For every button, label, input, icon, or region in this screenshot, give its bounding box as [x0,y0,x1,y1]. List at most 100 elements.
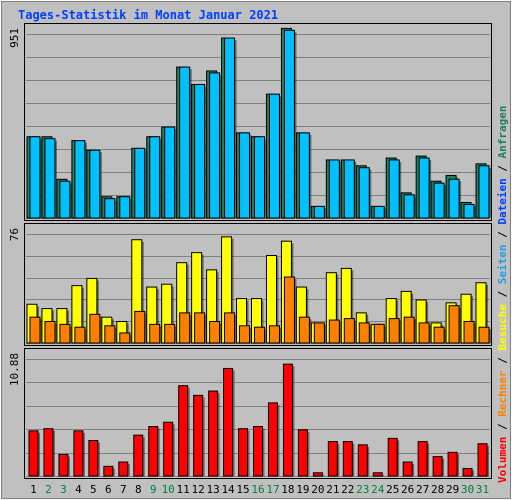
bar-dateien-12 [194,83,206,219]
bar-rechner-25 [388,318,400,344]
legend-part-4: Besuche [496,304,509,351]
bar-dateien-11 [179,66,191,219]
bar-dateien-23 [358,167,370,219]
bar-dateien-5 [89,149,101,219]
x-label-13: 13 [206,483,219,496]
legend-part-7: / [496,225,509,245]
bar-volumen-11 [178,385,189,477]
bar-dateien-16 [254,136,265,219]
bar-volumen-30 [462,467,473,477]
bar-dateien-25 [388,159,400,219]
bar-dateien-27 [418,157,430,219]
x-label-16: 16 [251,483,264,496]
bar-dateien-3 [59,180,71,219]
x-label-12: 12 [192,483,205,496]
bar-rechner-14 [224,312,236,344]
x-label-29: 29 [446,483,459,496]
bar-dateien-26 [403,194,415,219]
bar-dateien-2 [44,138,56,219]
bar-volumen-29 [447,451,458,477]
bar-rechner-23 [358,322,370,344]
x-label-6: 6 [105,483,112,496]
x-axis-labels: 1 2 3 4 5 6 7 8 9 10 11 12 13 14 15 16 17 18 19 20 21 22 23 24 2… [30,483,489,496]
bar-volumen-25 [387,437,398,477]
bar-volumen-4 [73,430,84,477]
series-volumen [28,363,490,477]
x-label-20: 20 [311,483,324,496]
bar-volumen-7 [118,461,129,477]
panels-layer: 951 76 10.88 [8,23,492,479]
x-label-24: 24 [371,483,385,496]
x-label-2: 2 [45,483,52,496]
bar-volumen-31 [477,443,488,477]
x-label-1: 1 [30,483,37,496]
bar-dateien-8 [134,147,146,219]
bar-volumen-3 [58,453,69,477]
x-label-3: 3 [60,483,67,496]
bar-dateien-9 [149,136,161,219]
bar-dateien-4 [74,140,86,219]
x-label-9: 9 [150,483,157,496]
x-label-10: 10 [162,483,175,496]
x-label-15: 15 [236,483,249,496]
legend-part-3: / [496,351,509,371]
panel-volume: 10.88 [8,348,492,479]
bar-rechner-29 [448,305,460,344]
bar-dateien-29 [448,178,460,219]
panel-border [24,348,492,479]
chart-title: Tages-Statistik im Monat Januar 2021 [18,8,278,22]
x-label-28: 28 [431,483,444,496]
legend-part-0: Volumen [496,437,509,483]
bar-rechner-30 [463,320,475,344]
legend-part-6: Seiten [496,245,509,285]
x-label-22: 22 [341,483,354,496]
bar-volumen-6 [103,465,114,477]
bar-dateien-10 [164,126,176,219]
bar-volumen-24 [372,472,383,477]
bar-rechner-17 [268,325,280,344]
panel-requests-max-label: 951 [8,28,21,48]
bar-rechner-8 [134,310,146,344]
bar-volumen-27 [417,441,428,477]
bar-rechner-7 [119,332,131,344]
bar-rechner-24 [373,323,385,344]
bar-volumen-14 [223,367,234,477]
x-label-4: 4 [75,483,82,496]
bar-volumen-22 [342,441,353,477]
x-label-18: 18 [281,483,294,496]
bar-dateien-18 [283,29,295,219]
panel-visits-max-label: 76 [8,228,21,241]
bar-rechner-22 [343,318,355,344]
bar-rechner-18 [283,276,295,344]
x-label-23: 23 [356,483,369,496]
bar-dateien-31 [478,165,490,219]
x-label-14: 14 [221,483,235,496]
bar-rechner-12 [194,312,206,344]
legend-part-9: / [496,158,509,178]
x-label-31: 31 [476,483,489,496]
bar-rechner-4 [74,326,86,344]
legend-part-1: / [496,417,509,437]
x-label-17: 17 [266,483,279,496]
bar-dateien-19 [298,132,310,219]
panel-requests: 951 [8,23,492,221]
bar-volumen-23 [357,444,368,477]
bar-volumen-21 [327,441,338,477]
bar-rechner-20 [313,322,325,344]
bar-volumen-19 [297,429,308,477]
legend-right: Volumen / Rechner / Besuche / Seiten / D… [496,105,509,483]
bar-volumen-26 [402,461,413,477]
panel-border [24,23,492,221]
bar-rechner-6 [104,325,116,344]
bar-dateien-7 [119,196,131,219]
bar-rechner-31 [478,326,490,344]
bar-volumen-18 [282,363,293,477]
bar-rechner-27 [418,322,430,344]
bar-rechner-16 [254,326,265,344]
bar-volumen-28 [432,456,443,477]
x-label-8: 8 [135,483,142,496]
x-label-11: 11 [177,483,190,496]
bar-dateien-14 [224,37,236,219]
bar-volumen-16 [253,426,263,477]
